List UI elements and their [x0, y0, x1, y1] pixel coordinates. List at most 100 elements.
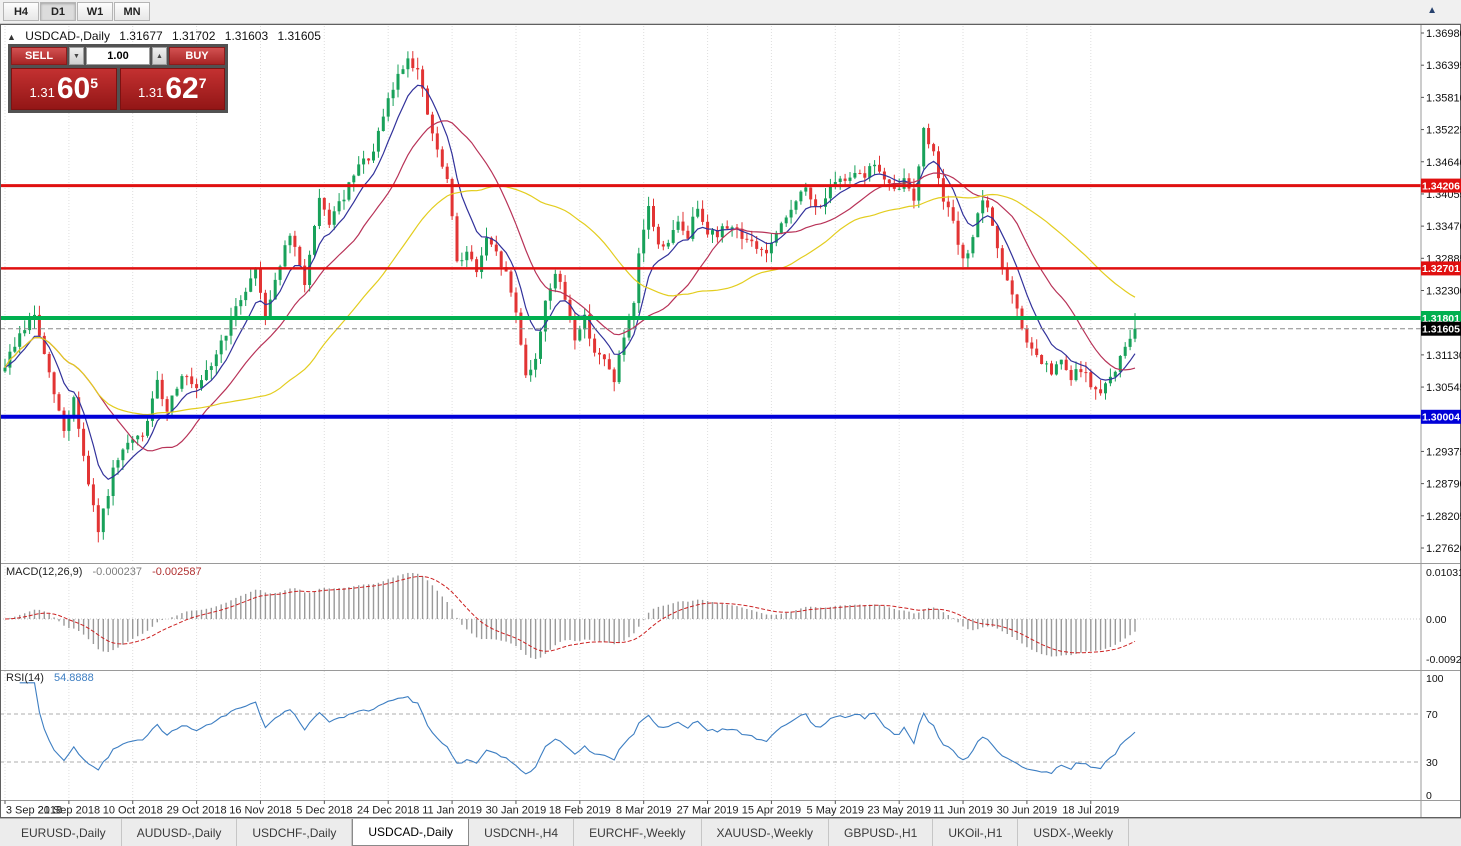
one-click-trading-panel: SELL ▼ 1.00 ▲ BUY 1.31 60 5 1.31 62 7 — [8, 44, 228, 113]
svg-text:1.36980: 1.36980 — [1426, 28, 1461, 40]
rsi-name: RSI(14) — [6, 672, 44, 684]
scroll-to-end-icon[interactable]: ▲ — [1427, 5, 1437, 16]
ohlc-open: 1.31677 — [119, 29, 163, 43]
tab-ukoil-h1[interactable]: UKOil-,H1 — [933, 819, 1019, 846]
price-tag-1.31801 — [1421, 311, 1461, 325]
chart-tab-bar: EURUSD-,Daily AUDUSD-,Daily USDCHF-,Daily U… — [0, 818, 1461, 846]
tab-usdcad-daily[interactable]: USDCAD-,Daily — [352, 819, 470, 846]
macd-name: MACD(12,26,9) — [6, 566, 83, 578]
timeframe-button-mn[interactable]: MN — [114, 2, 150, 21]
svg-text:1.29375: 1.29375 — [1426, 446, 1461, 458]
svg-text:18 Feb 2019: 18 Feb 2019 — [549, 805, 611, 817]
candles-layer — [3, 51, 1137, 543]
svg-text:23 May 2019: 23 May 2019 — [867, 805, 931, 817]
svg-text:1.28790: 1.28790 — [1426, 479, 1461, 491]
buy-button[interactable]: BUY — [169, 47, 225, 65]
svg-text:1.35810: 1.35810 — [1426, 92, 1461, 104]
timeframe-button-h4[interactable]: H4 — [3, 2, 39, 21]
chart-title: ▲ USDCAD-,Daily 1.31677 1.31702 1.31603 … — [7, 29, 327, 43]
ohlc-close: 1.31605 — [277, 29, 321, 43]
ohlc-low: 1.31603 — [224, 29, 269, 43]
svg-text:10 Oct 2018: 10 Oct 2018 — [103, 805, 163, 817]
svg-text:30 Jan 2019: 30 Jan 2019 — [486, 805, 547, 817]
svg-text:1.32300: 1.32300 — [1426, 286, 1461, 298]
tab-xauusd-weekly[interactable]: XAUUSD-,Weekly — [702, 819, 829, 846]
sell-price-tile[interactable]: 1.31 60 5 — [11, 68, 117, 110]
macd-histogram — [9, 572, 1136, 659]
volume-decrement-icon[interactable]: ▼ — [69, 47, 84, 65]
macd-signal-line — [4, 575, 1136, 654]
svg-text:5 Dec 2018: 5 Dec 2018 — [296, 805, 352, 817]
ohlc-high: 1.31702 — [172, 29, 216, 43]
svg-text:18 Jul 2019: 18 Jul 2019 — [1062, 805, 1119, 817]
tab-usdx-weekly[interactable]: USDX-,Weekly — [1018, 819, 1130, 846]
svg-text:0.010311: 0.010311 — [1426, 567, 1461, 579]
svg-text:1.31130: 1.31130 — [1426, 350, 1461, 362]
macd-value-signal: -0.002587 — [152, 566, 202, 578]
chart-canvas[interactable]: 1.369801.363951.358101.352251.346401.340… — [0, 24, 1461, 818]
tab-eurchf-weekly[interactable]: EURCHF-,Weekly — [574, 819, 702, 846]
macd-label: MACD(12,26,9) -0.000237 -0.002587 — [6, 566, 209, 578]
svg-text:24 Dec 2018: 24 Dec 2018 — [357, 805, 419, 817]
svg-text:5 May 2019: 5 May 2019 — [807, 805, 864, 817]
svg-text:1.34206: 1.34206 — [1422, 180, 1460, 192]
tab-eurusd-daily[interactable]: EURUSD-,Daily — [6, 819, 122, 846]
svg-text:11 Jun 2019: 11 Jun 2019 — [933, 805, 993, 817]
svg-text:1.35225: 1.35225 — [1426, 125, 1461, 137]
price-tag-1.30004 — [1421, 409, 1461, 424]
timeframe-toolbar: H4 D1 W1 MN ▲ — [0, 0, 1461, 24]
price-tag-1.34206 — [1421, 178, 1461, 193]
rsi-value: 54.8888 — [53, 672, 94, 684]
chart-symbol-label: USDCAD-,Daily — [25, 29, 110, 43]
svg-text:29 Oct 2018: 29 Oct 2018 — [167, 805, 227, 817]
svg-text:1.31605: 1.31605 — [1422, 324, 1460, 336]
svg-text:27 Mar 2019: 27 Mar 2019 — [677, 805, 739, 817]
svg-text:1.30004: 1.30004 — [1422, 412, 1460, 424]
svg-text:1.33470: 1.33470 — [1426, 221, 1461, 233]
price-axis — [1421, 32, 1424, 549]
svg-text:1.27620: 1.27620 — [1426, 543, 1461, 555]
svg-text:-0.009203: -0.009203 — [1426, 654, 1461, 666]
sell-price-base: 1.31 — [29, 85, 55, 100]
tab-usdchf-daily[interactable]: USDCHF-,Daily — [237, 819, 353, 846]
svg-text:70: 70 — [1426, 709, 1438, 721]
svg-text:1.28205: 1.28205 — [1426, 511, 1461, 523]
volume-increment-icon[interactable]: ▲ — [152, 47, 167, 65]
buy-price-base: 1.31 — [138, 85, 164, 100]
buy-price-pips: 62 — [165, 72, 199, 105]
date-axis — [4, 800, 1092, 804]
svg-text:8 Mar 2019: 8 Mar 2019 — [616, 805, 672, 817]
ma-line-8 — [4, 84, 1136, 481]
svg-text:100: 100 — [1426, 673, 1444, 685]
tab-gbpusd-h1[interactable]: GBPUSD-,H1 — [829, 819, 934, 846]
volume-input[interactable]: 1.00 — [86, 47, 150, 65]
tab-usdcnh-h4[interactable]: USDCNH-,H4 — [469, 819, 575, 846]
svg-text:15 Apr 2019: 15 Apr 2019 — [742, 805, 801, 817]
ma-line-20 — [4, 120, 1136, 452]
svg-text:30 Jun 2019: 30 Jun 2019 — [997, 805, 1058, 817]
svg-text:21 Sep 2018: 21 Sep 2018 — [38, 805, 100, 817]
trade-panel-toggle-icon[interactable]: ▲ — [7, 32, 16, 42]
svg-text:16 Nov 2018: 16 Nov 2018 — [229, 805, 291, 817]
tab-audusd-daily[interactable]: AUDUSD-,Daily — [122, 819, 238, 846]
sell-price-point: 5 — [90, 75, 98, 91]
timeframe-button-w1[interactable]: W1 — [77, 2, 113, 21]
svg-text:0.00: 0.00 — [1426, 614, 1447, 626]
timeframe-button-d1[interactable]: D1 — [40, 2, 76, 21]
sell-price-pips: 60 — [56, 72, 91, 105]
svg-text:1.34640: 1.34640 — [1426, 157, 1461, 169]
svg-text:1.30545: 1.30545 — [1426, 382, 1461, 394]
macd-value-main: -0.000237 — [92, 566, 143, 578]
svg-text:11 Jan 2019: 11 Jan 2019 — [422, 805, 482, 817]
rsi-label: RSI(14) 54.8888 — [6, 672, 101, 684]
svg-text:30: 30 — [1426, 757, 1438, 769]
price-tag-1.32701 — [1421, 261, 1461, 276]
svg-text:3 Sep 2018: 3 Sep 2018 — [6, 805, 62, 817]
buy-price-tile[interactable]: 1.31 62 7 — [119, 68, 225, 110]
svg-text:1.32701: 1.32701 — [1422, 263, 1460, 275]
sell-button[interactable]: SELL — [11, 47, 67, 65]
svg-text:0: 0 — [1426, 790, 1432, 802]
ma-line-45 — [4, 185, 1136, 416]
svg-text:1.36395: 1.36395 — [1426, 60, 1461, 72]
